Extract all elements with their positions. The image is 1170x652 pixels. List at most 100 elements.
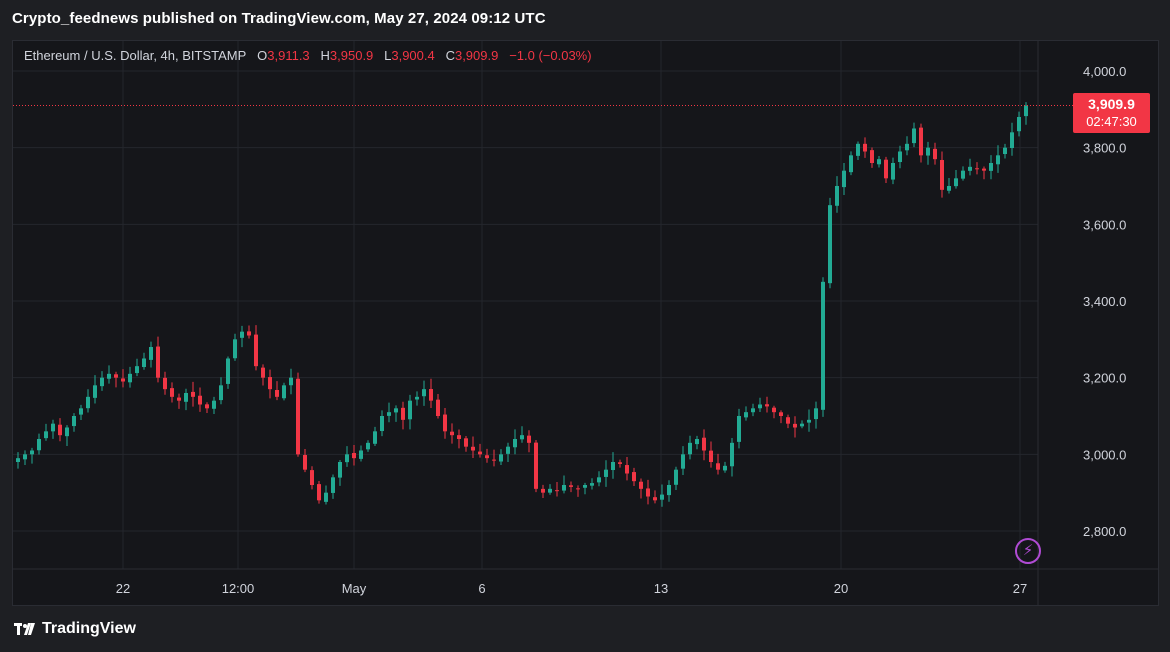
candle-body: [443, 414, 447, 432]
symbol-name: Ethereum / U.S. Dollar, 4h, BITSTAMP: [24, 48, 247, 63]
candle-body: [779, 412, 783, 416]
y-tick-label: 2,800.0: [1083, 524, 1126, 539]
candle-body: [723, 465, 727, 471]
candle-body: [436, 399, 440, 416]
candle-body: [485, 455, 489, 459]
candle-body: [1024, 105, 1028, 117]
candle-body: [135, 366, 139, 374]
candle-body: [534, 442, 538, 489]
candle-body: [604, 469, 608, 477]
candle-body: [982, 168, 986, 171]
candle-body: [856, 143, 860, 156]
candle-body: [800, 423, 804, 427]
candle-body: [632, 472, 636, 482]
candle-body: [79, 408, 83, 415]
candle-body: [177, 397, 181, 401]
candle-body: [625, 465, 629, 474]
y-tick-label: 3,200.0: [1083, 371, 1126, 386]
candle-body: [618, 462, 622, 464]
candle-body: [464, 438, 468, 447]
candle-body: [842, 170, 846, 188]
candle-body: [156, 346, 160, 378]
candle-body: [765, 404, 769, 407]
candle-body: [961, 170, 965, 179]
candle-body: [254, 334, 258, 367]
candle-body: [492, 459, 496, 461]
candle-body: [331, 477, 335, 493]
candle-body: [240, 331, 244, 338]
chart-area[interactable]: 4,000.0 3,800.0 3,600.0 3,400.0 3,200.0 3,000…: [12, 40, 1159, 606]
candle-body: [44, 431, 48, 439]
candle-body: [261, 367, 265, 378]
candle-body: [835, 186, 839, 206]
candle-body: [317, 484, 321, 501]
candle-body: [198, 395, 202, 405]
candle-body: [660, 494, 664, 500]
candle-body: [86, 396, 90, 409]
tradingview-brand[interactable]: TradingView: [14, 620, 136, 638]
candle-body: [457, 435, 461, 439]
candle-body: [170, 388, 174, 397]
candle-body: [345, 454, 349, 463]
y-tick-label: 3,600.0: [1083, 217, 1126, 232]
candle-body: [926, 147, 930, 156]
candle-body: [583, 485, 587, 488]
candle-body: [954, 178, 958, 187]
candle-body: [366, 442, 370, 450]
low-value: 3,900.4: [391, 48, 435, 63]
candle-body: [303, 455, 307, 470]
candle-body: [184, 393, 188, 402]
candle-body: [16, 458, 20, 462]
candle-body: [282, 385, 286, 399]
candle-body: [499, 454, 503, 462]
candle-body: [58, 424, 62, 436]
candle-body: [667, 485, 671, 496]
candle-body: [520, 435, 524, 440]
open-label: O: [257, 48, 268, 63]
candle-body: [737, 416, 741, 442]
candle-body: [527, 435, 531, 443]
candle-body: [555, 490, 559, 492]
candle-body: [702, 437, 706, 451]
candle-body: [51, 423, 55, 432]
bar-countdown: 02:47:30: [1086, 114, 1137, 129]
candle-body: [275, 389, 279, 397]
footer-brand-label: TradingView: [42, 620, 136, 637]
candle-body: [681, 454, 685, 469]
candle-body: [352, 453, 356, 459]
candle-body: [415, 396, 419, 400]
y-tick-label: 4,000.0: [1083, 64, 1126, 79]
candle-body: [359, 450, 363, 459]
candle-body: [821, 281, 825, 410]
candle-body: [506, 446, 510, 454]
candle-body: [884, 159, 888, 179]
last-price-badge: 3,909.9 02:47:30: [1073, 93, 1150, 133]
lightning-icon[interactable]: ⚡: [1015, 538, 1041, 564]
low-label: L: [384, 48, 392, 63]
candle-body: [233, 339, 237, 359]
candle-body: [940, 160, 944, 190]
candle-body: [597, 477, 601, 483]
candle-body: [107, 373, 111, 379]
candle-body: [863, 143, 867, 152]
candle-body: [324, 492, 328, 502]
candle-body: [128, 373, 132, 383]
candle-body: [226, 358, 230, 384]
candle-body: [387, 412, 391, 416]
candle-body: [219, 385, 223, 401]
candlestick-chart[interactable]: 4,000.0 3,800.0 3,600.0 3,400.0 3,200.0 3,000…: [13, 41, 1158, 605]
close-label: C: [445, 48, 455, 63]
x-tick-label: 12:00: [222, 581, 255, 596]
candle-body: [751, 408, 755, 413]
candle-body: [1003, 147, 1007, 155]
candle-body: [968, 166, 972, 171]
candle-body: [268, 377, 272, 390]
candle-body: [653, 497, 657, 501]
x-tick-label: 13: [654, 581, 668, 596]
close-value: 3,909.9: [454, 48, 499, 63]
candle-body: [758, 404, 762, 409]
candle-body: [891, 163, 895, 180]
candle-body: [422, 389, 426, 397]
candle-body: [212, 400, 216, 409]
candle-body: [429, 389, 433, 401]
